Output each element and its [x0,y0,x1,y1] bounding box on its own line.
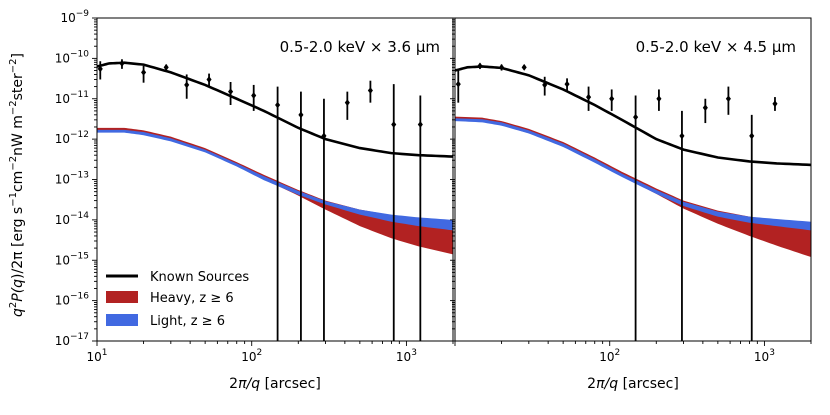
y-tick-label: 10−14 [55,211,90,227]
panel-title: 0.5-2.0 keV × 3.6 μm [280,38,440,56]
data-point [97,61,103,80]
data-point [163,63,169,71]
point-marker [679,132,685,140]
point-marker [702,104,708,112]
data-point [477,62,483,70]
data-point [521,63,527,71]
data-point [679,110,685,341]
data-point [702,98,708,124]
x-tick-label: 102 [599,348,620,364]
panel-right: 102 103 0.5-2.0 keV × 4.5 μm [450,17,812,364]
y-tick-label: 10−15 [55,251,89,267]
known-sources-line [455,65,811,167]
point-marker [228,88,234,96]
light-band [97,129,453,231]
x-axis-label: 2π/q [arcsec] [229,376,321,392]
point-marker [609,95,615,103]
point-marker [477,62,483,70]
x-tick-label: 101 [86,348,107,364]
data-point [633,95,639,341]
point-marker [725,95,731,103]
point-marker [633,113,639,121]
data-point [417,95,423,341]
point-marker [564,80,570,88]
y-tick-label: 10−10 [55,49,90,65]
data-point [656,89,662,111]
point-marker [542,81,548,89]
y-tick-label: 10−12 [55,130,89,146]
x-tick-label: 103 [396,348,417,364]
y-tick-label: 10−9 [60,9,89,25]
legend-label: Known Sources [150,270,249,285]
x-tick-label: 102 [241,348,262,364]
point-marker [119,60,125,67]
data-point [321,98,327,341]
x-axis-label: 2π/q [arcsec] [587,376,679,392]
legend-label: Light, z ≥ 6 [150,314,225,329]
legend-swatch-heavy [106,291,138,303]
data-point [119,59,125,69]
data-point [772,97,778,111]
point-marker [97,65,103,73]
point-marker [499,63,505,71]
point-marker [749,132,755,140]
point-marker [367,87,373,94]
y-axis-label: q2P(q)/2π [erg s−1cm−2nW m−2ster−2] [8,53,26,317]
y-tick-label: 10−11 [55,90,89,106]
point-marker [586,93,592,101]
point-marker [141,68,147,76]
data-point [367,80,373,103]
point-marker [344,99,350,107]
point-marker [417,121,423,128]
point-marker [251,92,257,99]
point-marker [656,95,662,103]
point-marker [772,100,778,108]
y-tick-label: 10−17 [55,332,89,348]
point-marker [298,111,304,119]
point-marker [184,81,190,89]
data-point [564,78,570,92]
light-band [455,118,811,231]
panel-title: 0.5-2.0 keV × 4.5 μm [636,38,796,56]
data-point [499,63,505,71]
data-point [184,74,190,99]
point-marker [163,63,169,71]
point-marker [275,101,281,109]
point-marker [521,63,527,71]
known-sources-line [97,61,453,158]
point-marker [391,121,397,128]
data-point [141,65,147,83]
data-point [275,86,281,341]
x-tick-label: 103 [754,348,775,364]
data-point [344,91,350,120]
data-point [391,84,397,341]
legend-swatch-light [106,314,138,326]
data-point [609,89,615,111]
legend: Known Sources Heavy, z ≥ 6 Light, z ≥ 6 [106,270,249,329]
panel-left: 101 102 103 10−17 10−16 10−15 10−14 10−13 10−12 1… [55,9,454,364]
data-point [251,84,257,111]
y-tick-label: 10−16 [55,292,90,308]
point-marker [206,76,212,83]
data-point [586,86,592,111]
data-point [725,86,731,115]
heavy-band [455,116,811,258]
data-point [749,114,755,341]
heavy-band [97,127,453,255]
data-point [298,91,304,341]
data-point [206,73,212,87]
legend-label: Heavy, z ≥ 6 [150,291,234,306]
data-point [542,76,548,96]
point-marker [321,132,327,140]
data-point [455,70,461,103]
y-tick-label: 10−13 [55,171,89,187]
data-point [228,81,234,106]
point-marker [455,80,461,88]
